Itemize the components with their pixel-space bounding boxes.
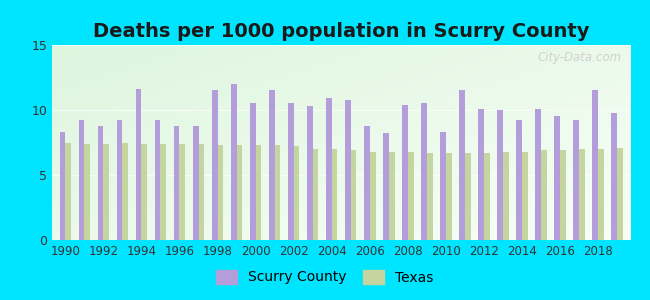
Bar [598, 149, 604, 240]
Bar [560, 150, 566, 240]
Bar [307, 106, 313, 240]
Bar [460, 91, 465, 240]
Bar [484, 153, 489, 240]
Title: Deaths per 1000 population in Scurry County: Deaths per 1000 population in Scurry Cou… [93, 22, 590, 41]
Bar [421, 103, 427, 240]
Bar [231, 84, 237, 240]
Bar [383, 134, 389, 240]
Bar [497, 110, 503, 240]
Bar [218, 145, 223, 240]
Bar [554, 116, 560, 240]
Bar [536, 109, 541, 240]
Bar [250, 103, 255, 240]
Bar [65, 142, 71, 240]
Bar [364, 126, 370, 240]
Text: City-Data.com: City-Data.com [538, 51, 622, 64]
Bar [446, 153, 452, 240]
Bar [84, 144, 90, 240]
Bar [269, 91, 275, 240]
Legend: Scurry County, Texas: Scurry County, Texas [211, 264, 439, 290]
Bar [255, 145, 261, 240]
Bar [370, 152, 376, 240]
Bar [161, 144, 166, 240]
Bar [79, 120, 84, 240]
Bar [332, 149, 337, 240]
Bar [408, 152, 413, 240]
Bar [103, 144, 109, 240]
Bar [612, 112, 618, 240]
Bar [516, 120, 522, 240]
Bar [522, 152, 528, 240]
Bar [237, 145, 242, 240]
Bar [313, 149, 318, 240]
Bar [179, 144, 185, 240]
Bar [541, 150, 547, 240]
Bar [440, 132, 446, 240]
Bar [98, 126, 103, 240]
Bar [326, 98, 332, 240]
Bar [503, 152, 509, 240]
Bar [275, 145, 280, 240]
Bar [389, 152, 395, 240]
Bar [478, 109, 484, 240]
Bar [573, 120, 579, 240]
Bar [345, 100, 351, 240]
Bar [618, 148, 623, 240]
Bar [212, 91, 218, 240]
Bar [136, 89, 142, 240]
Bar [351, 150, 356, 240]
Bar [288, 103, 294, 240]
Bar [142, 144, 147, 240]
Bar [155, 120, 161, 240]
Bar [592, 91, 598, 240]
Bar [60, 132, 65, 240]
Bar [294, 146, 300, 240]
Bar [122, 142, 128, 240]
Bar [465, 153, 471, 240]
Bar [174, 126, 179, 240]
Bar [579, 149, 585, 240]
Bar [427, 153, 433, 240]
Bar [193, 126, 198, 240]
Bar [402, 105, 408, 240]
Bar [198, 144, 204, 240]
Bar [117, 120, 122, 240]
